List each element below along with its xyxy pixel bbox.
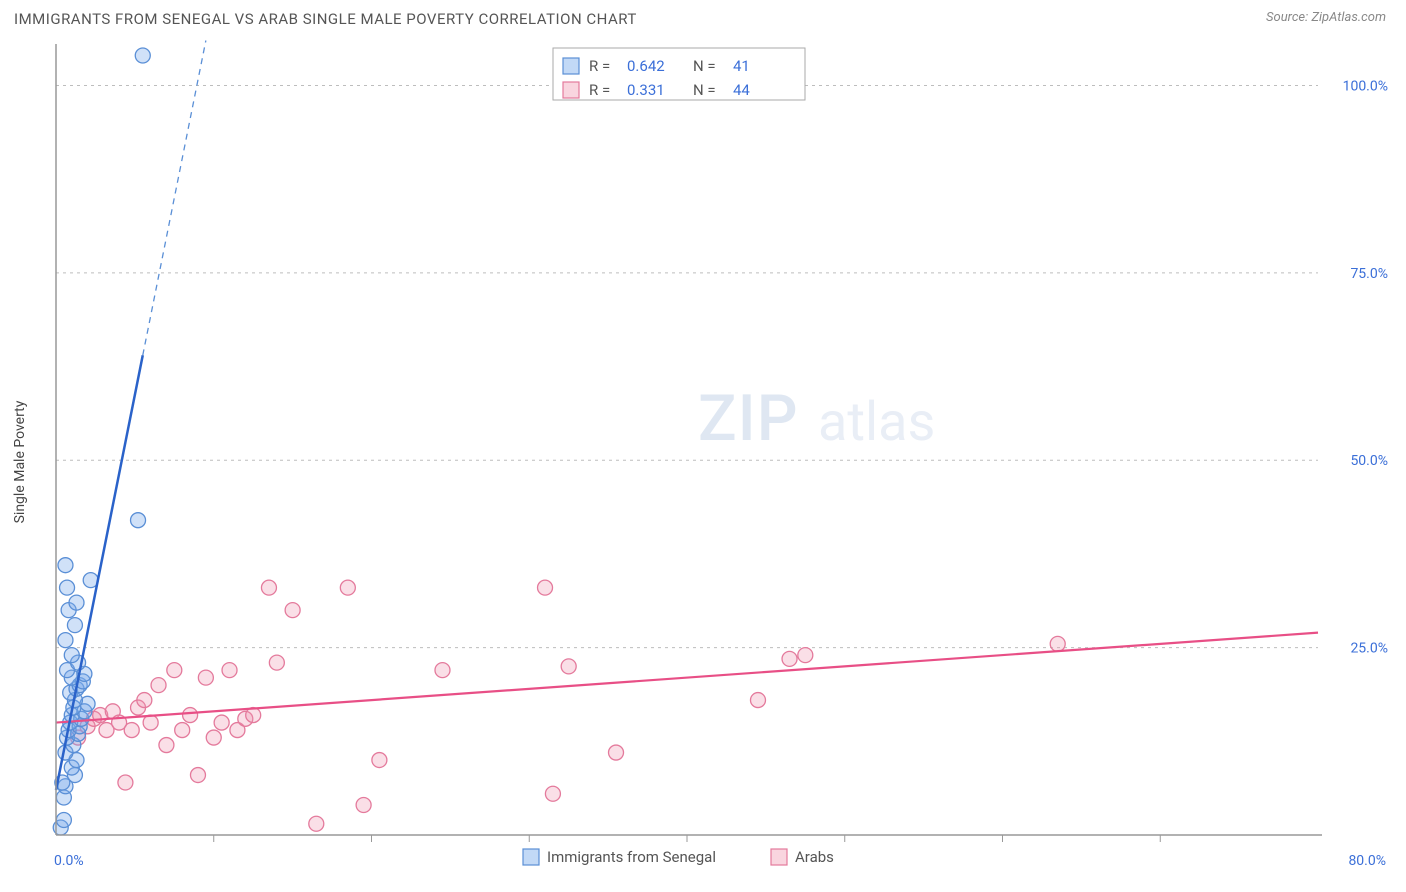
svg-text:R =: R =	[589, 81, 610, 99]
data-point-senegal	[58, 558, 73, 573]
svg-text:41: 41	[733, 57, 750, 75]
data-point-arab	[1050, 636, 1065, 651]
data-point-senegal	[58, 633, 73, 648]
data-point-arab	[750, 693, 765, 708]
svg-text:0.642: 0.642	[627, 57, 665, 75]
chart-container: Single Male Poverty ZIP atlas 25.0% 50.0% 75…	[8, 40, 1398, 884]
svg-text:50.0%: 50.0%	[1350, 453, 1388, 469]
chart-title: IMMIGRANTS FROM SENEGAL VS ARAB SINGLE M…	[14, 10, 637, 28]
data-point-arab	[340, 580, 355, 595]
data-point-senegal	[131, 513, 146, 528]
svg-text:75.0%: 75.0%	[1350, 266, 1388, 282]
data-point-senegal	[64, 648, 79, 663]
data-point-arab	[159, 738, 174, 753]
data-point-arab	[782, 651, 797, 666]
data-point-arab	[214, 715, 229, 730]
data-point-arab	[261, 580, 276, 595]
data-point-senegal	[135, 48, 150, 63]
data-point-arab	[151, 678, 166, 693]
data-point-arab	[798, 648, 813, 663]
bottom-swatch-senegal	[523, 849, 539, 865]
y-axis-label: Single Male Poverty	[12, 401, 28, 524]
data-point-arab	[206, 730, 221, 745]
data-point-senegal	[60, 580, 75, 595]
data-point-arab	[222, 663, 237, 678]
data-point-arab	[183, 708, 198, 723]
bottom-label-arab: Arabs	[795, 848, 834, 866]
svg-text:N =: N =	[693, 81, 716, 99]
data-point-arab	[309, 816, 324, 831]
data-point-senegal	[67, 618, 82, 633]
trend-line-senegal-extrapolated	[143, 41, 206, 356]
data-point-arab	[190, 768, 205, 783]
svg-text:80.0%: 80.0%	[1348, 853, 1386, 869]
data-point-arab	[545, 786, 560, 801]
svg-text:25.0%: 25.0%	[1350, 641, 1388, 657]
svg-text:100.0%: 100.0%	[1343, 78, 1388, 94]
svg-text:0.331: 0.331	[627, 81, 665, 99]
bottom-label-senegal: Immigrants from Senegal	[547, 848, 716, 866]
svg-text:44: 44	[733, 81, 750, 99]
svg-text:0.0%: 0.0%	[54, 853, 84, 869]
source-label: Source: ZipAtlas.com	[1266, 10, 1386, 25]
legend-swatch-arab	[563, 82, 579, 98]
data-point-arab	[124, 723, 139, 738]
legend-swatch-senegal	[563, 58, 579, 74]
data-point-arab	[435, 663, 450, 678]
data-point-arab	[118, 775, 133, 790]
scatter-chart: ZIP atlas 25.0% 50.0% 75.0% 100.0% 0.0% 80.0% R …	[8, 40, 1398, 884]
svg-text:R =: R =	[589, 57, 610, 75]
data-point-arab	[609, 745, 624, 760]
data-point-arab	[356, 798, 371, 813]
svg-text:ZIP: ZIP	[698, 381, 799, 456]
svg-text:N =: N =	[693, 57, 716, 75]
data-point-arab	[137, 693, 152, 708]
data-point-senegal	[69, 595, 84, 610]
data-point-senegal	[56, 813, 71, 828]
data-point-arab	[175, 723, 190, 738]
data-point-arab	[538, 580, 553, 595]
svg-text:atlas: atlas	[818, 391, 935, 454]
data-point-arab	[561, 659, 576, 674]
trend-line-arab	[56, 633, 1318, 723]
data-point-arab	[143, 715, 158, 730]
data-point-arab	[167, 663, 182, 678]
data-point-arab	[372, 753, 387, 768]
bottom-swatch-arab	[771, 849, 787, 865]
data-point-arab	[198, 670, 213, 685]
data-point-arab	[269, 655, 284, 670]
data-point-arab	[285, 603, 300, 618]
